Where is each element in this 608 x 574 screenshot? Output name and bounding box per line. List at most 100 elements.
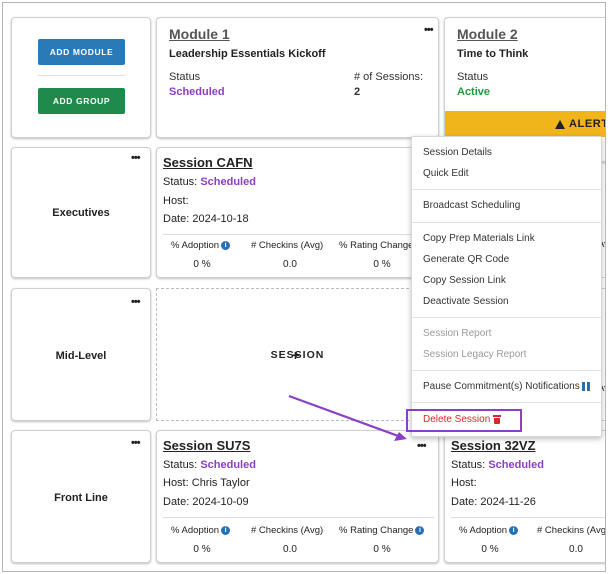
session-32vz-title[interactable]: Session 32VZ <box>451 438 536 453</box>
session-cafn-rating-value: 0 % <box>373 259 391 270</box>
module-1-sessions-label: # of Sessions: <box>354 71 424 83</box>
group-card-front-line[interactable]: ••• Front Line <box>11 430 151 563</box>
session-context-menu: Session Details Quick Edit Broadcast Sch… <box>411 136 602 437</box>
delete-session-highlight <box>406 409 522 432</box>
module-1-title[interactable]: Module 1 <box>169 26 230 42</box>
menu-pause-commitment-notifications[interactable]: Pause Commitment(s) Notifications <box>423 381 591 392</box>
info-icon[interactable]: i <box>221 525 231 535</box>
status-value: Scheduled <box>200 176 256 188</box>
session-cafn-status: Status: Scheduled <box>163 176 256 188</box>
alert-label: ALERT <box>555 118 606 130</box>
add-session-text: SESSION <box>270 348 325 361</box>
host-label: Host: <box>163 195 189 207</box>
toolbar-card: ADD MODULE ADD GROUP <box>11 17 151 138</box>
status-label: Status: <box>163 176 198 188</box>
add-module-button[interactable]: ADD MODULE <box>38 39 125 65</box>
trash-icon <box>493 414 502 424</box>
status-label: Status: <box>451 459 486 471</box>
module-2-title[interactable]: Module 2 <box>457 26 518 42</box>
session-su7s-date: Date: 2024-10-09 <box>163 496 249 508</box>
menu-deactivate-session[interactable]: Deactivate Session <box>423 296 509 307</box>
pause-label: Pause Commitment(s) Notifications <box>423 381 580 392</box>
module-1-sessions-count: 2 <box>354 86 361 98</box>
alert-text: ALERT <box>569 118 606 130</box>
group-executives-more-icon[interactable]: ••• <box>131 152 141 164</box>
menu-separator <box>412 222 601 223</box>
module-card-1[interactable]: ••• Module 1 Leadership Essentials Kicko… <box>156 17 439 138</box>
module-1-more-icon[interactable]: ••• <box>424 24 434 36</box>
session-cafn-checkins-value: 0.0 <box>283 259 297 270</box>
plus-icon: + <box>291 346 301 363</box>
session-su7s-title[interactable]: Session SU7S <box>163 438 251 453</box>
session-cafn-rating-head: % Rating Change <box>339 240 414 251</box>
session-su7s-rating-head: % Rating Change i <box>339 525 425 536</box>
module-1-status: Scheduled <box>169 86 225 98</box>
session-su7s-adoption-value: 0 % <box>193 544 211 555</box>
menu-quick-edit[interactable]: Quick Edit <box>423 168 469 179</box>
session-32vz-date: Date: 2024-11-26 <box>451 496 536 508</box>
group-label-mid-level: Mid-Level <box>55 350 107 362</box>
date-value: 2024-10-18 <box>192 213 249 225</box>
session-cafn-host: Host: <box>163 195 189 207</box>
session-card-cafn[interactable]: Session CAFN Status: Scheduled Host: Dat… <box>156 147 439 278</box>
group-card-executives[interactable]: ••• Executives <box>11 147 151 278</box>
group-front-line-more-icon[interactable]: ••• <box>131 437 141 449</box>
info-icon[interactable]: i <box>415 525 425 535</box>
module-2-status-label: Status <box>457 71 489 83</box>
session-32vz-adoption-head: % Adoption i <box>459 525 519 536</box>
session-cafn-checkins-head: # Checkins (Avg) <box>251 240 324 251</box>
host-label: Host: <box>451 477 477 489</box>
session-su7s-adoption-head: % Adoption i <box>171 525 231 536</box>
menu-separator <box>412 402 601 403</box>
session-su7s-checkins-value: 0.0 <box>283 544 297 555</box>
session-su7s-divider <box>163 517 434 518</box>
host-value: Chris Taylor <box>191 477 250 489</box>
menu-copy-session-link[interactable]: Copy Session Link <box>423 275 506 286</box>
date-label: Date: <box>451 496 478 508</box>
info-icon[interactable]: i <box>221 240 231 250</box>
module-2-status: Active <box>457 86 491 98</box>
session-32vz-adoption-value: 0 % <box>481 544 499 555</box>
session-cafn-adoption-value: 0 % <box>193 259 211 270</box>
menu-session-details[interactable]: Session Details <box>423 147 492 158</box>
status-value: Scheduled <box>200 459 256 471</box>
group-card-mid-level[interactable]: ••• Mid-Level <box>11 288 151 421</box>
module-2-alert-bar[interactable]: ALERT <box>445 111 606 137</box>
module-1-subtitle: Leadership Essentials Kickoff <box>169 48 326 60</box>
session-32vz-host: Host: <box>451 477 477 489</box>
menu-session-legacy-report: Session Legacy Report <box>423 349 527 360</box>
group-label-front-line: Front Line <box>54 492 108 504</box>
session-cafn-date: Date: 2024-10-18 <box>163 213 249 225</box>
session-32vz-divider <box>451 517 605 518</box>
info-icon[interactable]: i <box>509 525 519 535</box>
session-su7s-checkins-head: # Checkins (Avg) <box>251 525 324 536</box>
session-su7s-rating-value: 0 % <box>373 544 391 555</box>
session-32vz-status: Status: Scheduled <box>451 459 544 471</box>
session-su7s-host: Host: Chris Taylor <box>163 477 250 489</box>
delete-label: Delete Session <box>423 414 491 425</box>
pause-icon <box>581 381 591 391</box>
session-32vz-checkins-value: 0.0 <box>569 544 583 555</box>
session-su7s-more-icon[interactable]: ••• <box>417 440 427 452</box>
menu-broadcast-scheduling[interactable]: Broadcast Scheduling <box>423 200 521 211</box>
rating-label: % Rating Change <box>339 525 414 536</box>
menu-separator <box>412 317 601 318</box>
session-su7s-status: Status: Scheduled <box>163 459 256 471</box>
adoption-label: % Adoption <box>171 525 220 536</box>
session-cafn-adoption-head: % Adoption i <box>171 240 231 251</box>
add-session-placeholder[interactable]: + SESSION <box>156 288 439 421</box>
date-label: Date: <box>163 213 190 225</box>
menu-copy-prep-materials-link[interactable]: Copy Prep Materials Link <box>423 233 535 244</box>
session-card-32vz[interactable]: Session 32VZ Status: Scheduled Host: Dat… <box>444 430 605 563</box>
session-card-su7s[interactable]: ••• Session SU7S Status: Scheduled Host:… <box>156 430 439 563</box>
date-value: 2024-11-26 <box>480 496 536 508</box>
menu-delete-session[interactable]: Delete Session <box>423 414 502 425</box>
adoption-label: % Adoption <box>459 525 508 536</box>
add-group-button[interactable]: ADD GROUP <box>38 88 125 114</box>
group-mid-level-more-icon[interactable]: ••• <box>131 296 141 308</box>
status-value: Scheduled <box>488 459 544 471</box>
session-cafn-title[interactable]: Session CAFN <box>163 155 253 170</box>
adoption-label: % Adoption <box>171 240 220 251</box>
menu-generate-qr-code[interactable]: Generate QR Code <box>423 254 510 265</box>
